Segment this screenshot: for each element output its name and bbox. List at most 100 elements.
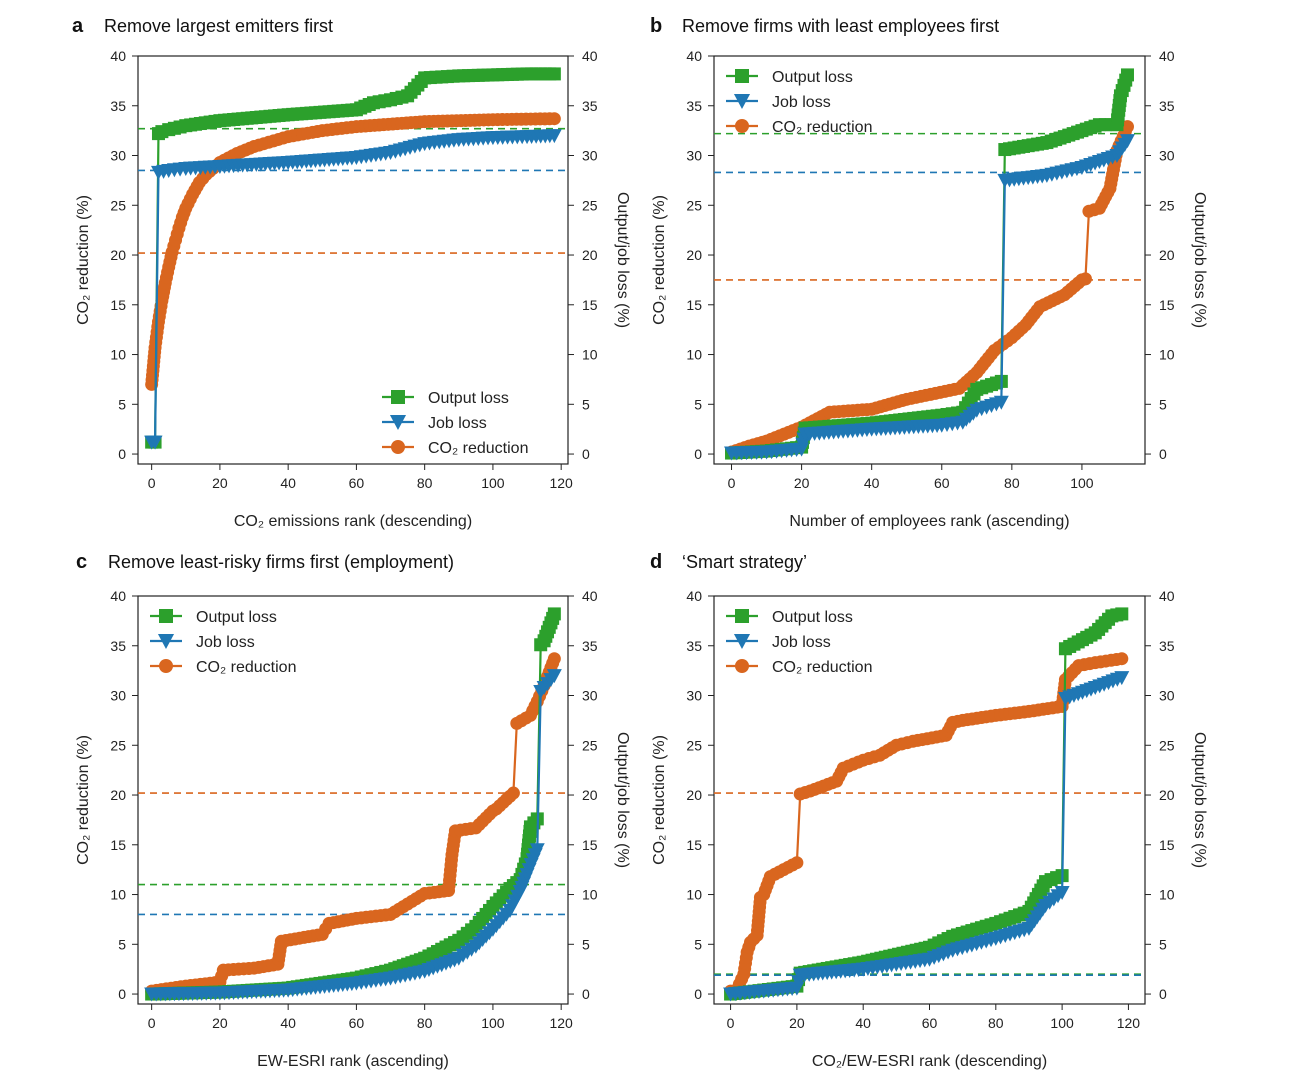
y-axis-label: CO₂ reduction (%)	[75, 195, 92, 325]
y2-tick-label: 20	[582, 247, 598, 263]
y2-tick-label: 40	[582, 48, 598, 64]
y-tick-label: 15	[686, 297, 702, 313]
x-tick-label: 20	[789, 1015, 805, 1031]
x-tick-label: 0	[727, 1015, 735, 1031]
y-tick-label: 5	[694, 936, 702, 952]
y2-tick-label: 20	[582, 787, 598, 803]
y-tick-label: 35	[110, 98, 126, 114]
x-axis-label: Number of employees rank (ascending)	[789, 513, 1069, 530]
y-tick-label: 40	[686, 48, 702, 64]
legend: Output loss Job loss CO₂ reduction	[726, 609, 872, 676]
y-tick-label: 10	[686, 887, 702, 903]
x-tick-label: 60	[349, 475, 365, 491]
data-point	[147, 435, 163, 450]
y-tick-label: 20	[686, 787, 702, 803]
data-point	[1054, 886, 1070, 901]
panel-letter: c	[76, 551, 87, 573]
plot-area	[144, 607, 562, 1002]
y-tick-label: 5	[118, 396, 126, 412]
series-line	[151, 658, 556, 993]
y-axis-label: CO₂ reduction (%)	[651, 735, 668, 865]
legend: Output loss Job loss CO₂ reduction	[726, 69, 872, 136]
x-tick-label: 80	[988, 1015, 1004, 1031]
panel-letter: a	[72, 15, 84, 37]
y2-axis-label: Output/job loss (%)	[614, 192, 631, 328]
y-tick-label: 0	[118, 986, 126, 1002]
y-tick-label: 10	[686, 347, 702, 363]
y2-tick-label: 20	[1159, 247, 1175, 263]
data-point	[546, 129, 562, 144]
y-tick-label: 0	[118, 446, 126, 462]
y2-tick-label: 15	[1159, 837, 1175, 853]
data-point	[1120, 120, 1134, 134]
data-point	[547, 607, 561, 621]
legend-label: CO₂ reduction	[772, 119, 872, 136]
y2-axis-label: Output/job loss (%)	[1191, 192, 1208, 328]
x-tick-label: 100	[481, 1015, 505, 1031]
y2-tick-label: 40	[1159, 588, 1175, 604]
legend-marker	[733, 94, 751, 109]
legend-label: CO₂ reduction	[772, 659, 872, 676]
y2-tick-label: 5	[1159, 936, 1167, 952]
data-point	[993, 395, 1009, 410]
plot-area	[723, 607, 1130, 1002]
y2-tick-label: 35	[582, 98, 598, 114]
data-point	[529, 843, 545, 858]
y-tick-label: 25	[110, 737, 126, 753]
y-tick-label: 35	[686, 98, 702, 114]
data-point	[506, 786, 520, 800]
x-tick-label: 60	[934, 475, 950, 491]
legend: Output loss Job loss CO₂ reduction	[382, 390, 528, 457]
y-tick-label: 20	[110, 247, 126, 263]
legend-label: Output loss	[196, 609, 277, 626]
legend-marker	[391, 390, 405, 404]
panel-d: d ‘Smart strategy’ 0 20 40 60 80 100 120 0 0 5 5 10 10…	[650, 551, 1208, 1070]
legend-label: Job loss	[196, 634, 255, 651]
y2-tick-label: 30	[1159, 148, 1175, 164]
data-point	[1078, 272, 1092, 286]
y-tick-label: 15	[110, 297, 126, 313]
legend: Output loss Job loss CO₂ reduction	[150, 609, 296, 676]
series-line	[151, 674, 556, 996]
y2-tick-label: 30	[582, 148, 598, 164]
data-point	[1120, 68, 1134, 82]
y-tick-label: 25	[686, 737, 702, 753]
y-tick-label: 30	[110, 148, 126, 164]
legend-marker	[735, 609, 749, 623]
y-axis-label: CO₂ reduction (%)	[651, 195, 668, 325]
plot-frame	[137, 595, 569, 1005]
legend-marker	[735, 659, 749, 673]
y-tick-label: 15	[110, 837, 126, 853]
legend-marker	[391, 440, 405, 454]
y2-tick-label: 20	[1159, 787, 1175, 803]
y2-tick-label: 25	[582, 737, 598, 753]
plot-frame	[137, 55, 569, 465]
legend-label: CO₂ reduction	[196, 659, 296, 676]
legend-marker	[733, 634, 751, 649]
legend-marker	[389, 415, 407, 430]
x-tick-label: 40	[855, 1015, 871, 1031]
legend-label: Job loss	[772, 94, 831, 111]
x-tick-label: 120	[549, 1015, 573, 1031]
legend-marker	[735, 69, 749, 83]
y2-tick-label: 25	[582, 197, 598, 213]
legend-label: Job loss	[428, 415, 487, 432]
y-tick-label: 25	[686, 197, 702, 213]
panel-title: Remove largest emitters first	[104, 16, 333, 36]
legend-marker	[159, 609, 173, 623]
x-tick-label: 100	[1050, 1015, 1074, 1031]
legend-marker	[735, 119, 749, 133]
y2-tick-label: 15	[1159, 297, 1175, 313]
y-tick-label: 5	[118, 936, 126, 952]
x-tick-label: 0	[728, 475, 736, 491]
data-point	[547, 67, 561, 81]
x-tick-label: 20	[794, 475, 810, 491]
x-tick-label: 60	[349, 1015, 365, 1031]
y2-tick-label: 10	[582, 887, 598, 903]
data-point	[790, 856, 804, 870]
y-tick-label: 30	[110, 688, 126, 704]
y2-tick-label: 40	[582, 588, 598, 604]
panel-letter: b	[650, 15, 662, 37]
y-axis-label: CO₂ reduction (%)	[75, 735, 92, 865]
